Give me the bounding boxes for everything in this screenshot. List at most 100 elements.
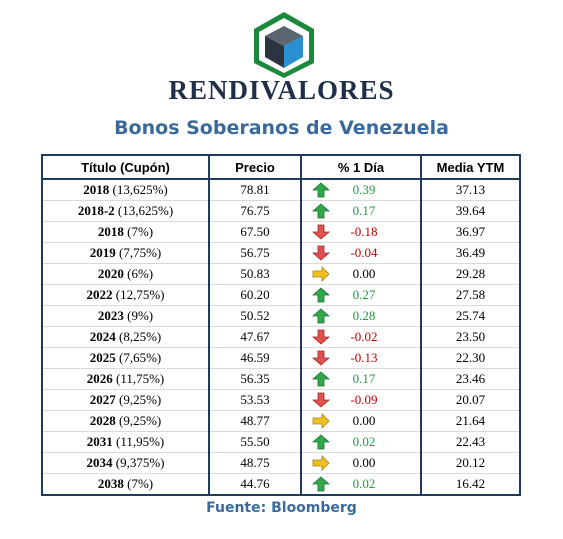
bond-ytm: 22.30 (421, 347, 520, 369)
arrow-right-icon (312, 266, 330, 282)
bond-change-cell: 0.02 (301, 473, 422, 495)
bond-year: 2024 (89, 329, 116, 344)
bond-title: 2019 (7,75%) (42, 242, 210, 264)
bond-coupon: (9,25%) (119, 392, 162, 407)
bond-coupon: (9%) (127, 308, 154, 323)
bond-change: 0.00 (352, 266, 376, 281)
bond-change-cell: -0.09 (301, 389, 422, 411)
bond-coupon: (7,65%) (119, 350, 162, 365)
bond-title: 2026 (11,75%) (42, 368, 210, 390)
bond-coupon: (8,25%) (119, 329, 162, 344)
bond-coupon: (6%) (127, 266, 154, 281)
bond-year: 2018-2 (77, 203, 115, 218)
table-row: 2024 (8,25%) 47.67 -0.02 23.50 (42, 326, 520, 348)
bond-change: -0.09 (350, 392, 378, 407)
header-title: Título (Cupón) (42, 155, 210, 180)
arrow-up-icon (311, 476, 331, 492)
bond-price: 76.75 (209, 200, 302, 222)
bond-year: 2038 (97, 476, 124, 491)
bond-title: 2018 (7%) (42, 221, 210, 243)
bond-price: 46.59 (209, 347, 302, 369)
arrow-down-icon (311, 245, 331, 261)
bond-year: 2027 (89, 392, 116, 407)
bond-ytm: 29.28 (421, 263, 520, 285)
bond-change: 0.02 (352, 476, 376, 491)
bond-ytm: 21.64 (421, 410, 520, 432)
table-row: 2023 (9%) 50.52 0.28 25.74 (42, 305, 520, 327)
bond-title: 2027 (9,25%) (42, 389, 210, 411)
table-header-row: Título (Cupón) Precio % 1 Día Media YTM (42, 155, 520, 180)
bond-coupon: (12,75%) (115, 287, 165, 302)
bond-coupon: (7,75%) (119, 245, 162, 260)
bond-price: 55.50 (209, 431, 302, 453)
arrow-right-icon (312, 413, 330, 429)
bond-ytm: 20.12 (421, 452, 520, 474)
page-title: Bonos Soberanos de Venezuela (114, 117, 449, 139)
bond-change-cell: -0.18 (301, 221, 422, 243)
bond-title: 2018 (13,625%) (42, 179, 210, 201)
arrow-down-icon (311, 392, 331, 408)
bond-change-cell: -0.02 (301, 326, 422, 348)
bonds-table: Título (Cupón) Precio % 1 Día Media YTM … (41, 154, 521, 496)
bond-ytm: 36.97 (421, 221, 520, 243)
bond-title: 2022 (12,75%) (42, 284, 210, 306)
bond-price: 44.76 (209, 473, 302, 495)
bond-change: 0.28 (352, 308, 376, 323)
bond-title: 2025 (7,65%) (42, 347, 210, 369)
bond-ytm: 27.58 (421, 284, 520, 306)
table-row: 2027 (9,25%) 53.53 -0.09 20.07 (42, 389, 520, 411)
bond-title: 2028 (9,25%) (42, 410, 210, 432)
arrow-up-icon (311, 371, 331, 387)
bond-price: 50.52 (209, 305, 302, 327)
bond-coupon: (7%) (127, 476, 154, 491)
bond-coupon: (9,375%) (115, 455, 165, 470)
bond-coupon: (7%) (127, 224, 154, 239)
bond-price: 53.53 (209, 389, 302, 411)
bond-change-cell: 0.28 (301, 305, 422, 327)
bond-year: 2026 (86, 371, 113, 386)
bond-change: -0.18 (350, 224, 378, 239)
header-ytm: Media YTM (421, 155, 520, 180)
bond-change: -0.13 (350, 350, 378, 365)
table-row: 2025 (7,65%) 46.59 -0.13 22.30 (42, 347, 520, 369)
bond-year: 2018 (97, 224, 124, 239)
bond-change-cell: 0.17 (301, 368, 422, 390)
bond-price: 56.35 (209, 368, 302, 390)
arrow-up-icon (311, 287, 331, 303)
bond-change-cell: 0.17 (301, 200, 422, 222)
bond-price: 50.83 (209, 263, 302, 285)
bond-price: 48.75 (209, 452, 302, 474)
bond-title: 2023 (9%) (42, 305, 210, 327)
bond-change: 0.17 (352, 203, 376, 218)
table-row: 2019 (7,75%) 56.75 -0.04 36.49 (42, 242, 520, 264)
bond-ytm: 39.64 (421, 200, 520, 222)
arrow-right-icon (312, 455, 330, 471)
bond-title: 2031 (11,95%) (42, 431, 210, 453)
bond-coupon: (9,25%) (119, 413, 162, 428)
bond-ytm: 22.43 (421, 431, 520, 453)
bond-ytm: 36.49 (421, 242, 520, 264)
bond-change-cell: -0.13 (301, 347, 422, 369)
arrow-down-icon (311, 329, 331, 345)
bond-title: 2020 (6%) (42, 263, 210, 285)
bond-price: 60.20 (209, 284, 302, 306)
bond-change-cell: 0.00 (301, 263, 422, 285)
bond-change-cell: -0.04 (301, 242, 422, 264)
bond-price: 78.81 (209, 179, 302, 201)
bond-year: 2034 (86, 455, 113, 470)
bond-year: 2018 (83, 182, 110, 197)
table-row: 2018-2 (13,625%) 76.75 0.17 39.64 (42, 200, 520, 222)
bond-change-cell: 0.39 (301, 179, 422, 201)
table-row: 2034 (9,375%) 48.75 0.00 20.12 (42, 452, 520, 474)
bond-year: 2031 (86, 434, 113, 449)
table-row: 2038 (7%) 44.76 0.02 16.42 (42, 473, 520, 495)
bond-change: 0.39 (352, 182, 376, 197)
bond-ytm: 23.50 (421, 326, 520, 348)
bond-price: 56.75 (209, 242, 302, 264)
bond-change: 0.02 (352, 434, 376, 449)
bond-title: 2034 (9,375%) (42, 452, 210, 474)
table-row: 2020 (6%) 50.83 0.00 29.28 (42, 263, 520, 285)
table-row: 2031 (11,95%) 55.50 0.02 22.43 (42, 431, 520, 453)
arrow-down-icon (311, 350, 331, 366)
bond-change: -0.04 (350, 245, 378, 260)
